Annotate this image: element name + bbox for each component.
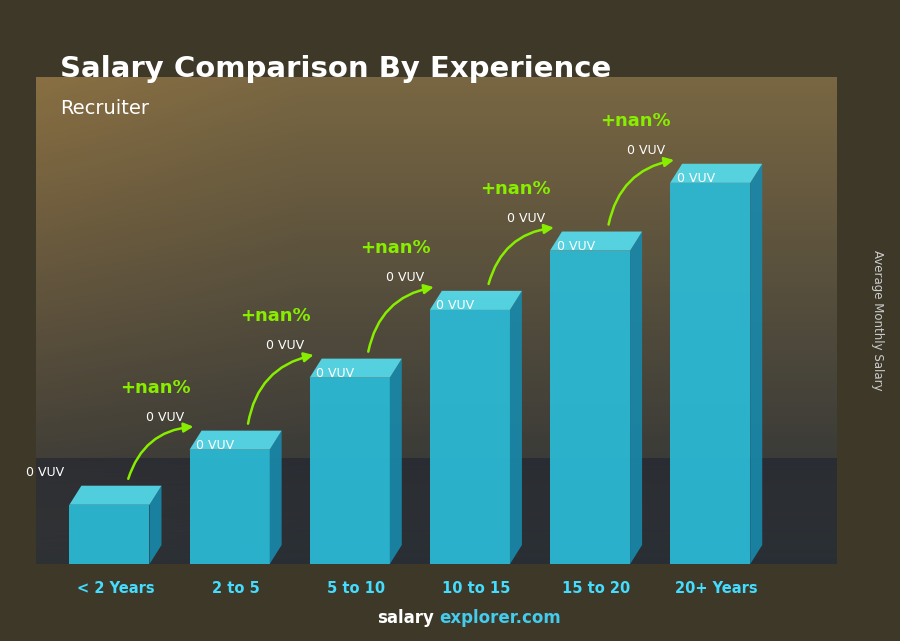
Polygon shape	[670, 183, 751, 564]
Text: 0 VUV: 0 VUV	[436, 299, 474, 312]
Text: 10 to 15: 10 to 15	[442, 581, 510, 596]
Text: 0 VUV: 0 VUV	[146, 412, 184, 424]
Text: +nan%: +nan%	[600, 112, 671, 130]
Polygon shape	[310, 358, 401, 378]
Text: +nan%: +nan%	[481, 179, 551, 197]
Text: Salary Comparison By Experience: Salary Comparison By Experience	[60, 55, 611, 83]
Text: +nan%: +nan%	[120, 379, 191, 397]
Text: salary: salary	[377, 610, 434, 628]
Polygon shape	[630, 231, 642, 564]
Text: 0 VUV: 0 VUV	[677, 172, 715, 185]
Polygon shape	[670, 163, 762, 183]
Text: 0 VUV: 0 VUV	[266, 339, 304, 353]
Text: +nan%: +nan%	[360, 239, 431, 257]
Polygon shape	[751, 163, 762, 564]
Polygon shape	[69, 486, 161, 504]
Polygon shape	[550, 231, 642, 251]
Polygon shape	[190, 450, 270, 564]
Polygon shape	[190, 431, 282, 450]
Text: explorer.com: explorer.com	[439, 610, 561, 628]
Text: 2 to 5: 2 to 5	[212, 581, 259, 596]
Polygon shape	[270, 431, 282, 564]
Text: 0 VUV: 0 VUV	[196, 439, 234, 452]
Text: 15 to 20: 15 to 20	[562, 581, 630, 596]
Polygon shape	[430, 291, 522, 310]
Text: 0 VUV: 0 VUV	[556, 240, 595, 253]
Text: 0 VUV: 0 VUV	[317, 367, 355, 380]
Polygon shape	[390, 358, 401, 564]
Text: 0 VUV: 0 VUV	[386, 272, 425, 285]
Text: 5 to 10: 5 to 10	[327, 581, 385, 596]
Text: < 2 Years: < 2 Years	[76, 581, 154, 596]
Polygon shape	[149, 486, 161, 564]
Text: 20+ Years: 20+ Years	[675, 581, 758, 596]
Polygon shape	[510, 291, 522, 564]
Text: +nan%: +nan%	[240, 307, 310, 325]
Text: 0 VUV: 0 VUV	[507, 212, 544, 225]
Text: 0 VUV: 0 VUV	[626, 144, 665, 158]
Text: Recruiter: Recruiter	[60, 99, 149, 118]
Polygon shape	[310, 378, 390, 564]
Polygon shape	[430, 310, 510, 564]
Text: 0 VUV: 0 VUV	[26, 467, 64, 479]
Text: Average Monthly Salary: Average Monthly Salary	[871, 250, 884, 391]
Polygon shape	[550, 251, 630, 564]
Polygon shape	[69, 504, 149, 564]
